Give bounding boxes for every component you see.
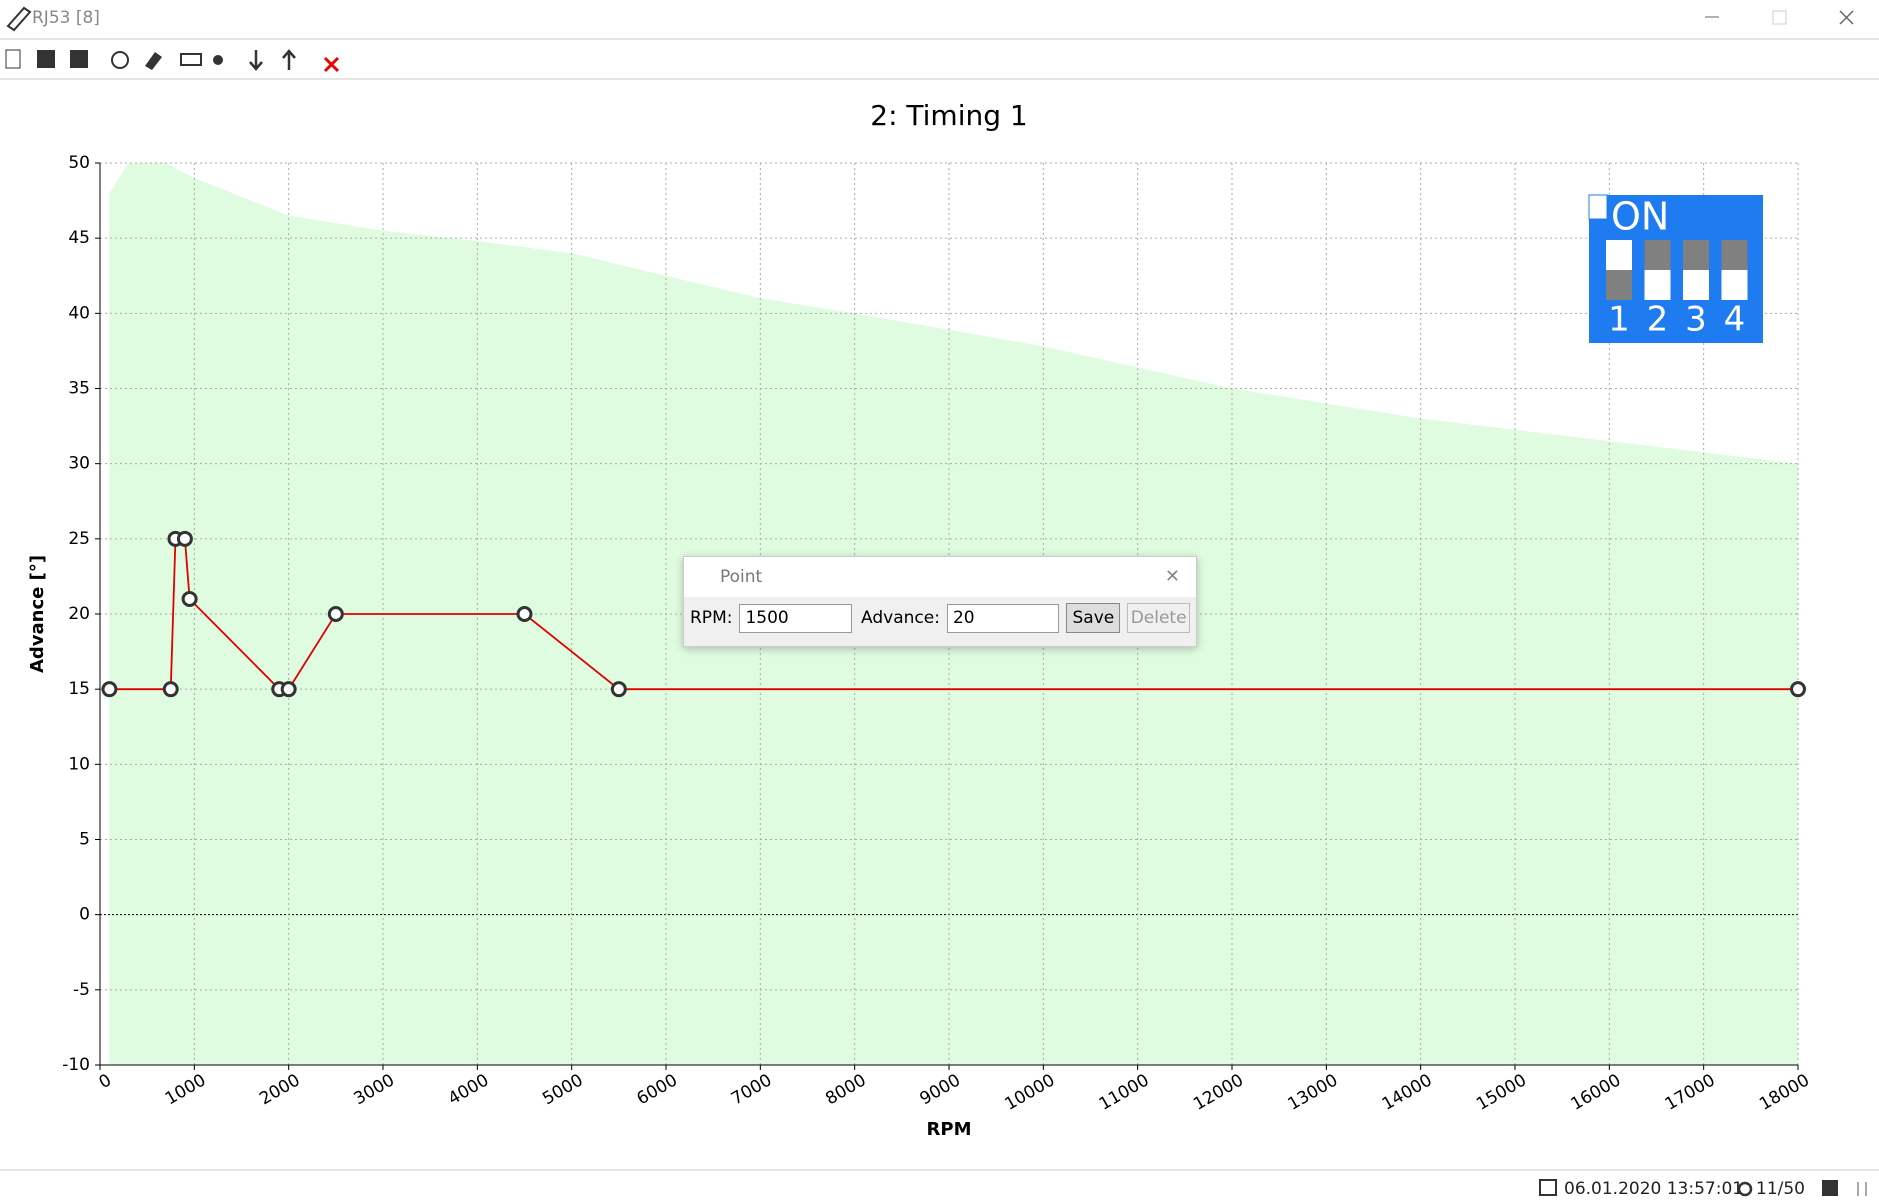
point <box>280 681 297 698</box>
save-button[interactable]: Save <box>1066 603 1121 633</box>
x-tick-label: 3000 <box>351 1070 398 1109</box>
point <box>176 530 193 547</box>
switch-bottom <box>1606 270 1632 300</box>
delete-button[interactable]: Delete <box>1127 603 1190 633</box>
switch-label: 2 <box>1647 300 1669 340</box>
point <box>1790 681 1806 698</box>
switch-label: 4 <box>1724 300 1746 340</box>
advance-label: Advance: <box>861 608 940 628</box>
point <box>101 681 118 698</box>
advance-input[interactable]: 20 <box>946 603 1060 633</box>
switch-top <box>1644 240 1671 270</box>
dialog-close[interactable]: ✕ <box>1164 566 1180 587</box>
dip-on-label: ON <box>1611 195 1669 239</box>
app-icon <box>6 6 32 32</box>
dip-switch: ON 1 2 3 4 <box>1588 194 1763 343</box>
switch-top <box>1606 240 1632 270</box>
memory-button[interactable] <box>180 53 202 66</box>
switch-top <box>1721 240 1748 270</box>
point <box>610 681 627 698</box>
y-tick-label: 0 <box>79 905 90 925</box>
x-tick-label: 1000 <box>162 1070 209 1109</box>
transfer-icon <box>1857 1182 1867 1196</box>
switch-top <box>1683 240 1709 270</box>
x-axis-label: RPM <box>927 1119 972 1140</box>
x-tick-label: 0 <box>96 1070 115 1093</box>
status-datetime: 06.01.2020 13:57:01 <box>1564 1179 1743 1199</box>
y-axis-label: Advance [°] <box>27 555 48 673</box>
y-tick-label: 45 <box>68 228 90 248</box>
switch-bottom <box>1721 270 1748 300</box>
y-tick-label: 25 <box>68 529 90 549</box>
new-button[interactable] <box>5 49 21 69</box>
y-tick-label: -5 <box>73 980 90 1000</box>
x-tick-label: 13000 <box>1284 1070 1341 1114</box>
open-button[interactable] <box>37 50 55 68</box>
maximize-button[interactable] <box>1772 10 1787 25</box>
x-tick-label: 4000 <box>445 1070 492 1109</box>
up-button[interactable] <box>282 49 296 70</box>
x-tick-label: 9000 <box>917 1070 964 1109</box>
switch-bottom <box>1644 270 1671 300</box>
y-tick-label: 50 <box>68 153 90 173</box>
down-button[interactable] <box>249 50 263 71</box>
y-tick-label: 35 <box>68 379 90 399</box>
dip-corner <box>1588 194 1608 220</box>
chip-icon <box>1822 1180 1838 1196</box>
x-tick-label: 7000 <box>728 1070 775 1109</box>
dialog-title: Point <box>720 567 763 587</box>
rpm-input[interactable]: 1500 <box>739 603 853 633</box>
point <box>181 590 198 607</box>
title-bar: RJ53 [8] <box>0 6 1879 40</box>
x-tick-label: 6000 <box>634 1070 681 1109</box>
close-button[interactable] <box>1839 10 1854 25</box>
x-tick-label: 14000 <box>1379 1070 1436 1114</box>
x-tick-label: 18000 <box>1756 1070 1813 1114</box>
key-button[interactable] <box>213 55 223 65</box>
point-dialog: Point ✕ RPM: 1500 Advance: 20 Save Delete <box>683 556 1197 647</box>
x-tick-label: 5000 <box>539 1070 586 1109</box>
x-tick-label: 11000 <box>1096 1070 1153 1114</box>
y-tick-label: 10 <box>68 754 90 774</box>
switch-label: 1 <box>1608 300 1630 340</box>
x-tick-label: 15000 <box>1473 1070 1530 1114</box>
calendar-icon <box>1539 1179 1557 1196</box>
x-tick-label: 2000 <box>256 1070 303 1109</box>
x-tick-label: 10000 <box>1001 1070 1058 1114</box>
switch-bottom <box>1683 270 1709 300</box>
point <box>327 606 344 622</box>
y-tick-label: 5 <box>79 830 90 850</box>
save-button[interactable] <box>70 50 88 68</box>
y-tick-label: 20 <box>68 604 90 624</box>
dialog-row: RPM: 1500 Advance: 20 Save Delete <box>684 597 1196 639</box>
y-tick-label: 40 <box>68 303 90 323</box>
dialog-header: Point ✕ <box>684 557 1196 597</box>
disconnect-button[interactable] <box>323 56 340 73</box>
switch-label: 3 <box>1685 300 1707 340</box>
x-tick-label: 12000 <box>1190 1070 1247 1114</box>
x-tick-label: 16000 <box>1567 1070 1624 1114</box>
chart-title: 2: Timing 1 <box>870 99 1027 132</box>
point <box>162 681 179 698</box>
erase-button[interactable] <box>145 52 162 70</box>
x-tick-label: 17000 <box>1662 1070 1719 1114</box>
count-icon <box>1737 1181 1753 1197</box>
status-count: 11/50 <box>1756 1179 1805 1199</box>
toolbar <box>0 49 1879 80</box>
y-tick-label: 30 <box>68 454 90 474</box>
y-tick-label: 15 <box>68 679 90 699</box>
reload-button[interactable] <box>111 51 129 69</box>
point <box>516 606 533 622</box>
y-tick-label: -10 <box>62 1055 90 1075</box>
x-tick-label: 8000 <box>822 1070 869 1109</box>
window-title: RJ53 [8] <box>32 8 100 28</box>
status-bar: 06.01.2020 13:57:01 11/50 <box>0 1169 1879 1199</box>
rpm-label: RPM: <box>690 608 733 628</box>
